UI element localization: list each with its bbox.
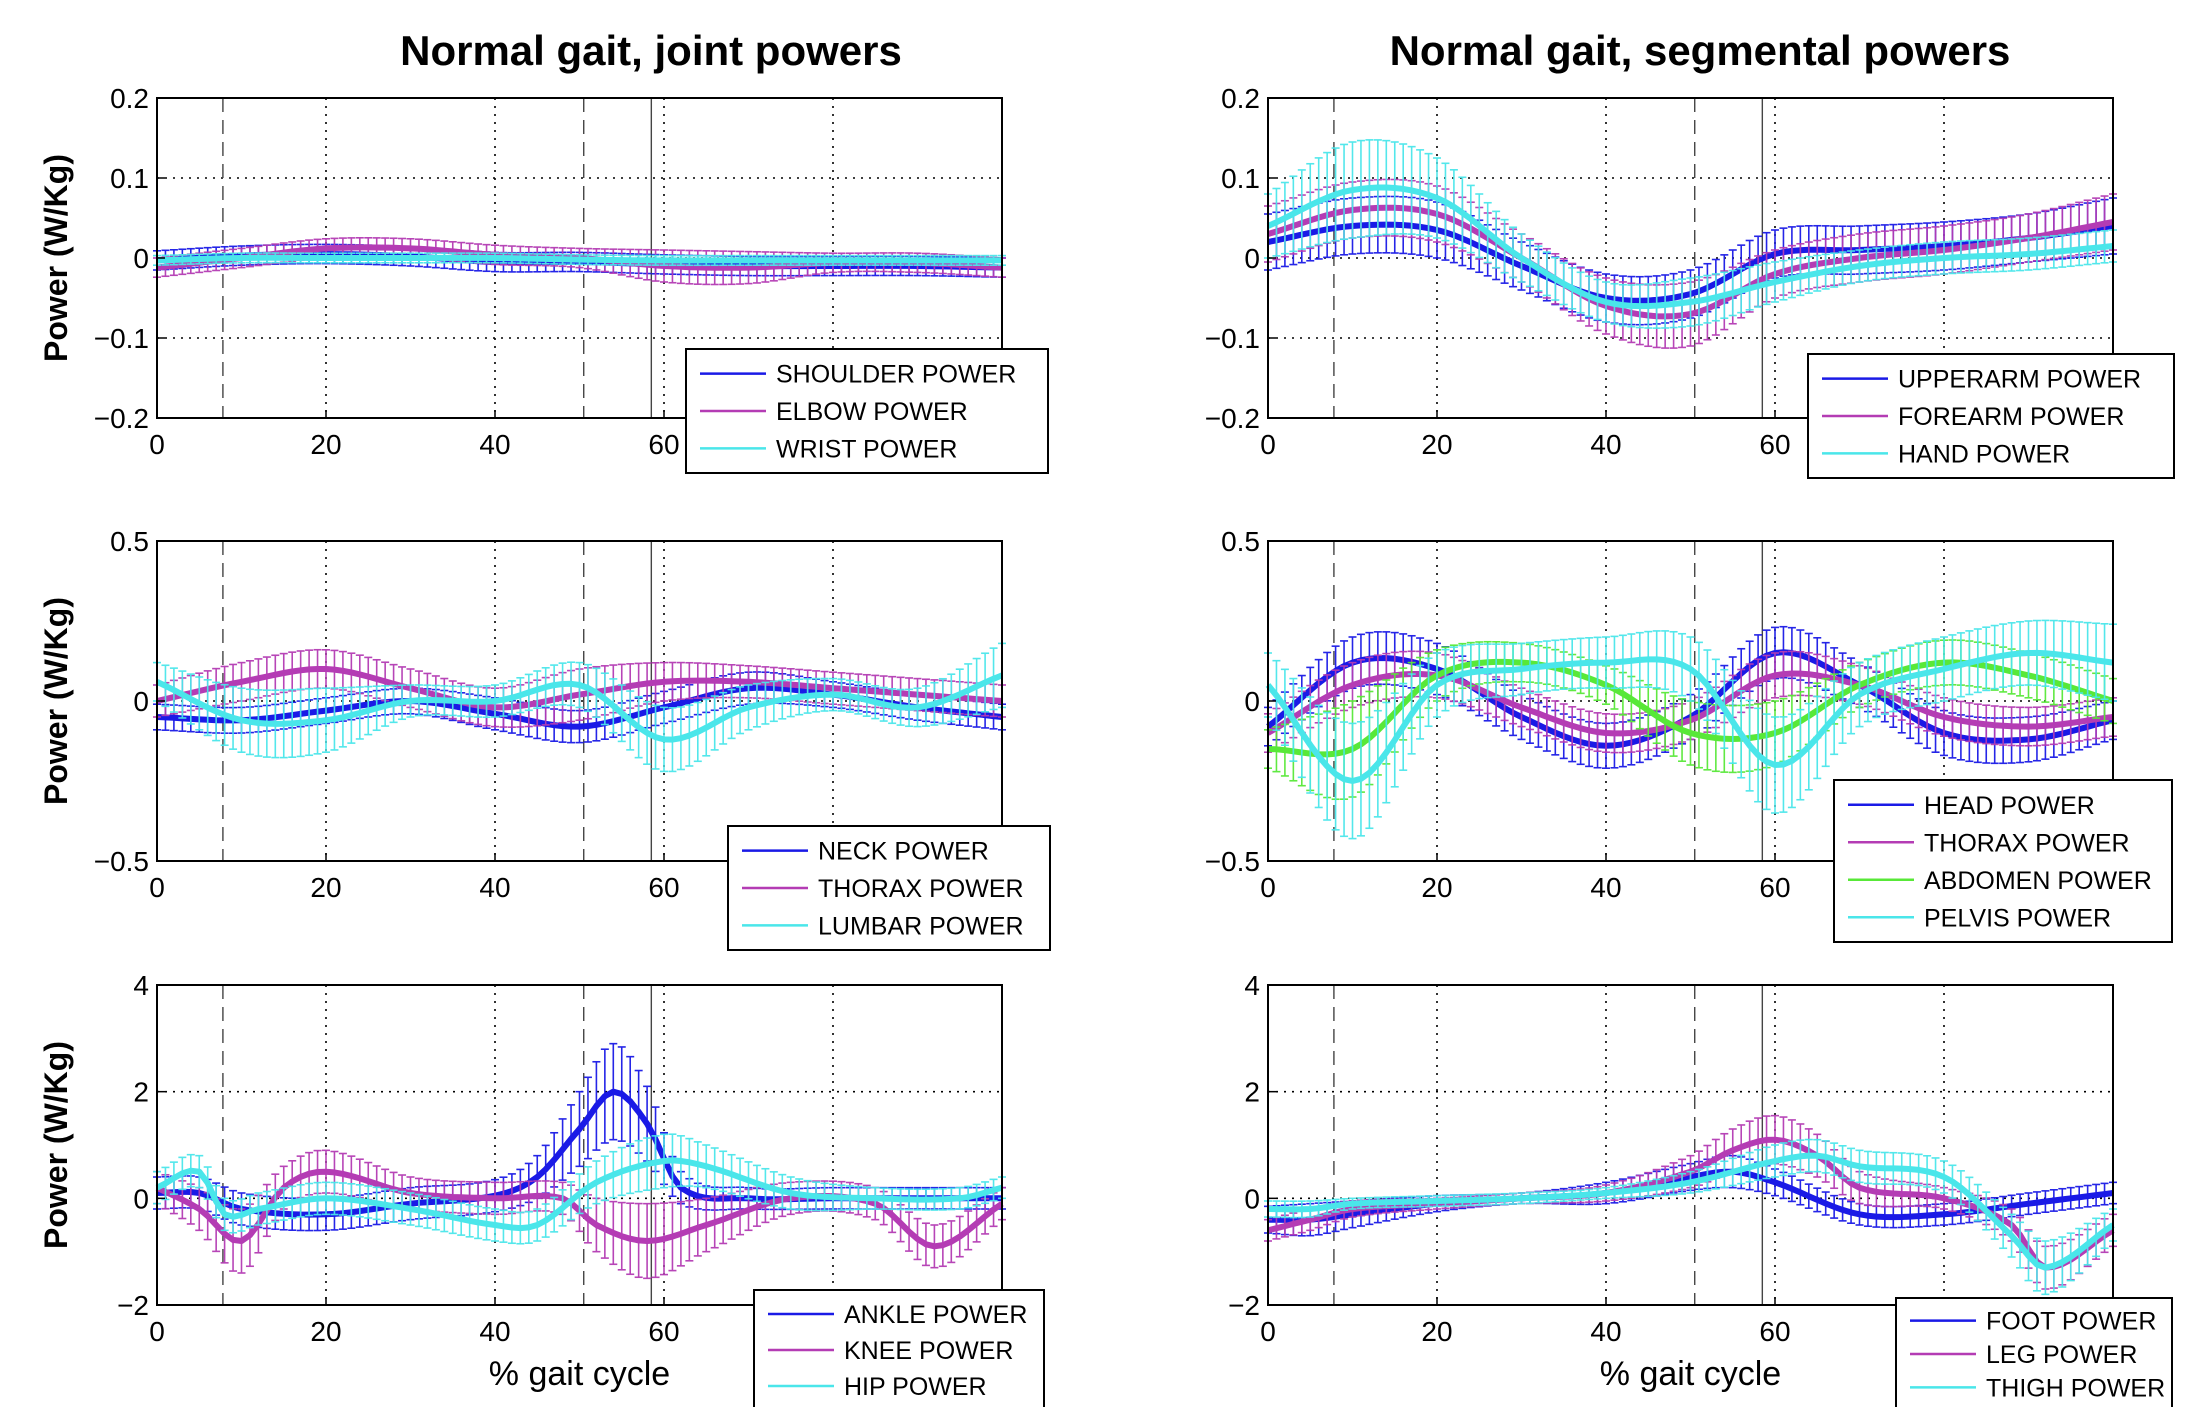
y-tick-label: −0.1 [1205, 323, 1260, 354]
legend-entry-label: THORAX POWER [1924, 829, 2130, 857]
legend-entry-label: UPPERARM POWER [1898, 366, 2141, 394]
x-tick-label: 40 [1590, 872, 1621, 903]
series-line [156, 254, 1002, 264]
y-tick-label: 0.2 [110, 83, 149, 114]
x-tick-label: 0 [1260, 872, 1276, 903]
chart-panel-2: 0 20 40 60 −0.2 −0.1 0 0.1 0.2 UPPERARM POWER FORE… [1205, 83, 2175, 479]
x-tick-label: 40 [479, 872, 510, 903]
x-tick-label: 60 [648, 872, 679, 903]
y-tick-label: −0.5 [94, 846, 149, 877]
legend-entry-label: NECK POWER [818, 838, 989, 866]
chart-panel-1: 0 20 40 60 −0.2 −0.1 0 0.1 0.2 Power (W/Kg) SHOULD… [38, 83, 1049, 474]
x-tick-label: 20 [310, 429, 341, 460]
legend-entry-label: THORAX POWER [818, 875, 1024, 903]
y-tick-label: −0.5 [1205, 846, 1260, 877]
series-line [1266, 184, 2114, 310]
y-tick-label: 0 [133, 686, 149, 717]
y-tick-label: 0.2 [1221, 83, 1260, 114]
y-tick-label: 0 [133, 243, 149, 274]
x-tick-label: 20 [1421, 429, 1452, 460]
legend-entry-label: HEAD POWER [1924, 792, 2095, 820]
left-column-title: Normal gait, joint powers [400, 27, 902, 74]
x-tick-label: 60 [1759, 429, 1790, 460]
legend-entry-label: ABDOMEN POWER [1924, 867, 2152, 895]
y-axis-label: Power (W/Kg) [38, 597, 74, 805]
legend-entry-label: WRIST POWER [776, 435, 957, 463]
legend-entry-label: FOREARM POWER [1898, 403, 2124, 431]
y-tick-label: −0.1 [94, 323, 149, 354]
y-tick-label: 0.1 [1221, 163, 1260, 194]
legend: SHOULDER POWER ELBOW POWER WRIST POWER [685, 348, 1049, 474]
x-tick-label: 20 [310, 872, 341, 903]
x-tick-label: 60 [648, 429, 679, 460]
y-tick-label: −0.2 [94, 403, 149, 434]
y-tick-label: 0.5 [110, 526, 149, 557]
x-tick-label: 0 [149, 872, 165, 903]
x-tick-label: 40 [1590, 429, 1621, 460]
legend-entry-label: SHOULDER POWER [776, 361, 1016, 389]
x-tick-label: 60 [1759, 872, 1790, 903]
y-tick-label: 0.5 [1221, 526, 1260, 557]
legend-entry-label: ELBOW POWER [776, 398, 968, 426]
y-tick-label: 0.1 [110, 163, 149, 194]
legend-entry-label: HAND POWER [1898, 440, 2070, 468]
y-tick-label: 0 [1244, 686, 1260, 717]
legend-box [1833, 779, 2173, 943]
legend-entry-label: PELVIS POWER [1924, 904, 2111, 932]
series-lumbar-power [153, 642, 1006, 773]
x-tick-label: 0 [149, 429, 165, 460]
legend: NECK POWER THORAX POWER LUMBAR POWER [727, 825, 1051, 951]
y-axis-label: Power (W/Kg) [38, 154, 74, 362]
y-tick-label: 0 [1244, 243, 1260, 274]
legend: HEAD POWER THORAX POWER ABDOMEN POWER PELVI… [1833, 779, 2173, 943]
series-line [155, 672, 1004, 743]
x-tick-label: 20 [1421, 872, 1452, 903]
series-hip-power [153, 1133, 1006, 1245]
series-line [1265, 649, 2114, 784]
legend: UPPERARM POWER FOREARM POWER HAND POWER [1807, 353, 2175, 479]
x-tick-label: 40 [479, 429, 510, 460]
y-tick-label: −0.2 [1205, 403, 1260, 434]
legend-entry-label: LUMBAR POWER [818, 912, 1024, 940]
series-pelvis-power [1264, 619, 2117, 840]
x-tick-label: 0 [1260, 429, 1276, 460]
right-column-title: Normal gait, segmental powers [1390, 27, 2011, 74]
